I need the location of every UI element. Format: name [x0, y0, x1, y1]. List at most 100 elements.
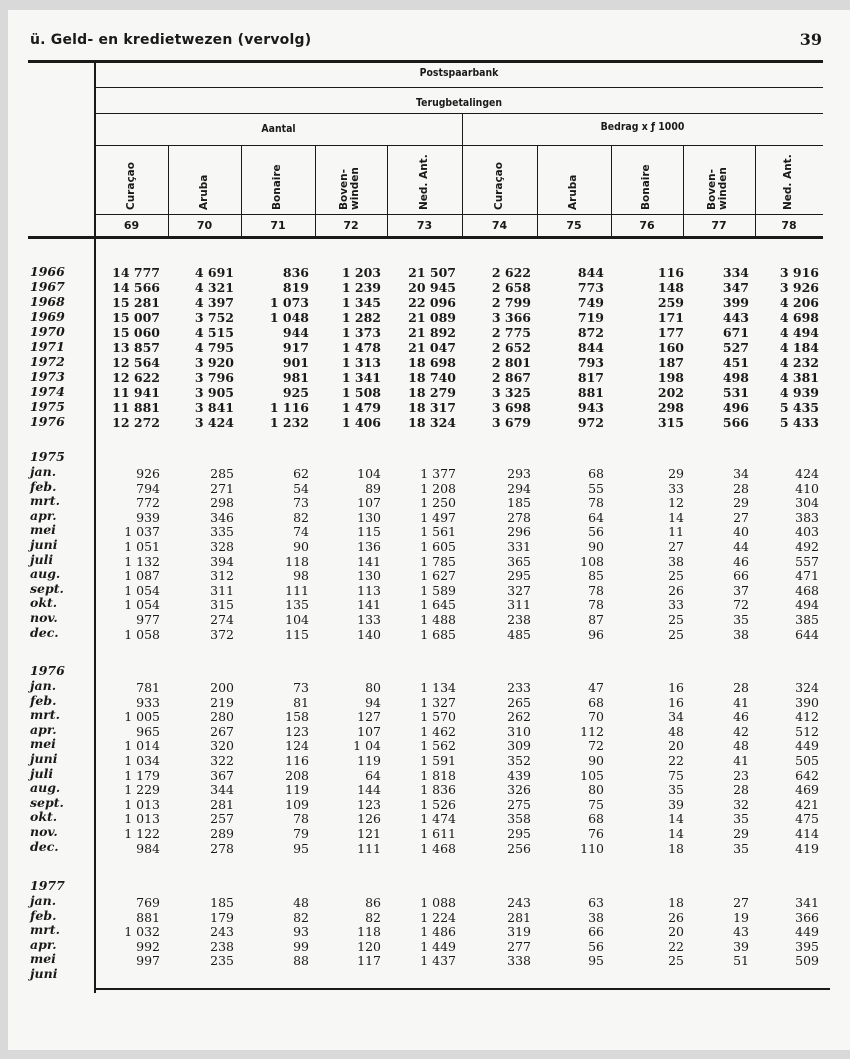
table-cell: 1 508 — [341, 385, 381, 400]
table-cell: 88 — [293, 953, 309, 969]
table-cell: 1 449 — [420, 938, 456, 954]
table-cell: 1 013 — [124, 811, 160, 827]
table-cell: 200 — [210, 680, 234, 695]
table-cell: 93 — [293, 924, 309, 940]
table-cell: 158 — [285, 709, 309, 725]
table-cell: 327 — [507, 582, 531, 598]
table-cell: 80 — [365, 680, 381, 695]
table-cell: 35 — [668, 782, 684, 798]
table-cell: 48 — [668, 723, 684, 739]
table-cell: 21 507 — [408, 265, 456, 280]
table-cell: 26 — [668, 909, 684, 925]
table-cell: 121 — [357, 826, 381, 841]
table-cell: 394 — [210, 553, 234, 569]
table-cell: 1 116 — [269, 400, 309, 415]
table-cell: 3 424 — [194, 415, 234, 430]
table-cell: 403 — [795, 524, 819, 540]
table-cell: 498 — [722, 370, 749, 385]
table-cell: 38 — [668, 553, 684, 569]
table-cell: 372 — [210, 626, 234, 642]
column-divider — [683, 145, 684, 237]
table-cell: 352 — [507, 753, 531, 768]
table-cell: 16 — [668, 694, 684, 710]
table-cell: 73 — [293, 495, 309, 511]
table-cell: 527 — [722, 340, 749, 355]
table-cell: 1 570 — [420, 709, 456, 725]
table-cell: 48 — [733, 738, 749, 754]
table-cell: 78 — [588, 597, 604, 613]
table-cell: 443 — [722, 310, 749, 325]
table-cell: 1 282 — [341, 310, 381, 325]
table-cell: 82 — [293, 909, 309, 925]
table-cell: 90 — [588, 539, 604, 554]
table-cell: 274 — [210, 612, 234, 627]
table-left-border — [94, 62, 96, 993]
table-cell: 794 — [136, 480, 160, 496]
table-cell: 1 134 — [420, 680, 456, 695]
table-cell: 62 — [293, 466, 309, 481]
table-cell: 233 — [507, 680, 531, 695]
table-cell: 99 — [293, 938, 309, 954]
table-cell: 1 685 — [420, 626, 456, 642]
table-cell: 219 — [210, 694, 234, 710]
column-number: 69 — [123, 219, 140, 232]
table-cell: 1 562 — [420, 738, 456, 754]
table-cell: 557 — [795, 553, 819, 569]
row-label: 1974 — [30, 384, 65, 399]
table-cell: 14 — [668, 509, 684, 525]
row-label: jan. — [30, 893, 57, 908]
table-cell: 208 — [285, 767, 309, 783]
column-divider — [387, 145, 388, 237]
table-cell: 25 — [668, 953, 684, 969]
table-cell: 257 — [210, 811, 234, 827]
table-cell: 1 203 — [341, 265, 381, 280]
section-label: 1977 — [30, 878, 65, 893]
column-header: Ned. Ant. — [782, 154, 794, 210]
table-cell: 66 — [733, 568, 749, 584]
table-cell: 94 — [365, 694, 381, 710]
table-cell: 26 — [668, 582, 684, 598]
row-label: nov. — [30, 610, 58, 625]
table-cell: 485 — [507, 626, 531, 642]
column-header: Aruba — [567, 174, 579, 210]
table-cell: 28 — [733, 480, 749, 496]
table-cell: 315 — [657, 415, 684, 430]
table-cell: 1 013 — [124, 796, 160, 812]
table-cell: 793 — [577, 355, 604, 370]
table-cell: 75 — [588, 796, 604, 812]
table-cell: 505 — [795, 753, 819, 768]
table-cell: 119 — [285, 782, 309, 798]
table-cell: 358 — [507, 811, 531, 827]
table-cell: 289 — [210, 826, 234, 841]
table-cell: 78 — [588, 582, 604, 598]
table-cell: 320 — [210, 738, 234, 754]
header-rule-2 — [95, 113, 823, 114]
table-cell: 285 — [210, 466, 234, 481]
table-cell: 1 058 — [124, 626, 160, 642]
table-cell: 18 698 — [408, 355, 456, 370]
table-cell: 310 — [507, 723, 531, 739]
column-number: 76 — [639, 219, 655, 232]
table-cell: 20 — [668, 924, 684, 940]
table-cell: 1 561 — [420, 524, 456, 540]
section-title: ü. Geld- en kredietwezen (vervolg) — [30, 32, 312, 48]
table-cell: 277 — [507, 938, 531, 954]
section-label: 1976 — [30, 663, 65, 678]
table-cell: 383 — [795, 509, 819, 525]
table-bottom-rule — [95, 988, 830, 990]
table-cell: 419 — [795, 840, 819, 856]
table-cell: 110 — [580, 840, 604, 856]
table-cell: 34 — [733, 466, 749, 481]
table-cell: 439 — [507, 767, 531, 783]
table-cell: 817 — [577, 370, 604, 385]
table-cell: 293 — [507, 466, 531, 481]
column-number: 77 — [711, 219, 727, 232]
table-cell: 70 — [588, 709, 604, 725]
table-cell: 3 752 — [194, 310, 234, 325]
table-cell: 29 — [733, 495, 749, 511]
table-cell: 96 — [588, 626, 604, 642]
table-cell: 14 — [668, 811, 684, 827]
table-cell: 1 591 — [420, 753, 456, 768]
table-cell: 63 — [588, 895, 604, 910]
table-cell: 22 096 — [408, 295, 456, 310]
